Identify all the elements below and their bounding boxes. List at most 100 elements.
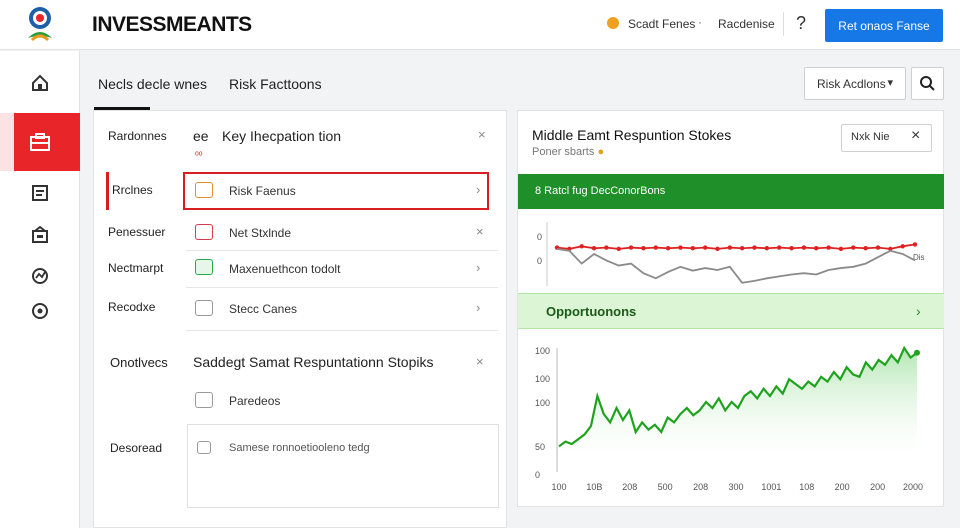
x-tick-label: 100 xyxy=(551,482,566,492)
risk-actions-dropdown[interactable]: Risk Acdlons ▾ xyxy=(804,67,906,100)
y-tick-label: 100 xyxy=(535,346,550,356)
y-tick-label: 100 xyxy=(535,374,550,384)
sidebar-item-home[interactable] xyxy=(0,63,80,103)
x-tick-label: 10B xyxy=(586,482,602,492)
chevron-right-icon[interactable]: › xyxy=(476,300,481,315)
section-label-primary: Rardonnes xyxy=(108,129,167,143)
sidebar xyxy=(0,51,80,528)
sidebar-item-settings[interactable] xyxy=(0,291,80,331)
home-icon xyxy=(32,74,48,91)
x-tick-label: 208 xyxy=(622,482,637,492)
data-point xyxy=(616,246,621,252)
note-icon xyxy=(197,441,211,454)
row-divider xyxy=(186,330,498,331)
wallet-icon xyxy=(32,225,48,243)
tab-overview[interactable]: Necls decle wnes xyxy=(98,76,207,92)
x-tick-label: 208 xyxy=(693,482,708,492)
section-title-secondary: Saddegt Samat Respuntationn Stopiks xyxy=(193,354,434,370)
y-tick-label: 0 xyxy=(535,470,540,480)
app-title: INVESSMEANTS xyxy=(92,13,252,36)
data-point xyxy=(912,242,918,247)
section-prefix: ee xyxy=(193,128,209,144)
data-point xyxy=(591,246,597,251)
data-point xyxy=(690,246,695,251)
data-point xyxy=(653,245,658,250)
close-icon[interactable]: × xyxy=(476,224,484,239)
data-point xyxy=(641,246,646,251)
opportunities-bar[interactable] xyxy=(518,293,944,329)
data-point xyxy=(777,245,782,250)
close-icon[interactable]: × xyxy=(911,127,921,144)
description-text: Samese ronnoetiooleno tedg xyxy=(229,442,370,454)
chart-header-bar xyxy=(518,174,944,209)
series-line xyxy=(558,345,918,448)
briefcase-icon xyxy=(30,133,50,151)
row-label: Recodxe xyxy=(108,300,156,314)
y-tick-label: 100 xyxy=(535,398,550,408)
selected-row-risk-factors[interactable] xyxy=(183,172,489,210)
section-note: ᵒᵒ xyxy=(195,150,203,161)
section-label-tertiary: Desoread xyxy=(110,441,163,455)
sidebar-item-analytics[interactable] xyxy=(0,255,80,295)
data-point xyxy=(863,246,868,251)
series-line xyxy=(556,243,916,250)
data-point xyxy=(888,246,893,252)
row-text: Stecc Canes xyxy=(229,302,298,316)
document-icon xyxy=(32,185,48,201)
data-point xyxy=(579,244,584,249)
header-link-primary[interactable]: Scadt Fenes xyxy=(628,17,696,31)
filter-chip[interactable] xyxy=(841,124,932,152)
data-point xyxy=(764,246,770,251)
row-text: Risk Faenus xyxy=(229,184,296,198)
app-logo-icon[interactable] xyxy=(22,4,58,44)
data-point xyxy=(752,245,757,250)
row-text: Net Stxlnde xyxy=(229,226,292,240)
chevron-right-icon[interactable]: › xyxy=(916,303,921,319)
sidebar-item-reports[interactable] xyxy=(0,173,80,213)
data-point xyxy=(702,245,708,250)
section-title: Key Ihecpation tion xyxy=(222,128,342,144)
data-point xyxy=(715,246,720,252)
line-chart: 0 0 Dis xyxy=(537,222,925,286)
search-button[interactable] xyxy=(911,67,944,100)
filter-chip-label: Nxk Nie xyxy=(851,131,890,143)
description-box xyxy=(187,424,499,508)
row-divider xyxy=(186,287,498,288)
selection-marker xyxy=(106,172,109,210)
analytics-icon xyxy=(32,268,48,284)
y-tick-label: 0 xyxy=(537,232,542,242)
chevron-right-icon[interactable]: › xyxy=(476,182,481,197)
chart-header-text: 8 Ratcl fug DecConorBons xyxy=(535,185,666,197)
chart-panel-title: Middle Eamt Respuntion Stokes xyxy=(532,127,732,143)
row-label: Nectmarpt xyxy=(108,261,164,275)
row-text: Maxenuethcon todolt xyxy=(229,262,341,276)
section-close-icon[interactable]: × xyxy=(478,127,486,142)
sidebar-item-wallet[interactable] xyxy=(0,215,80,255)
row-text: Paredeos xyxy=(229,394,281,408)
header-divider xyxy=(783,12,784,36)
opportunities-label: Opportuonons xyxy=(546,304,637,319)
close-icon[interactable]: × xyxy=(476,354,484,369)
risk-icon xyxy=(195,182,213,198)
tab-risk-factors[interactable]: Risk Facttoons xyxy=(229,76,322,92)
market-icon xyxy=(195,259,213,275)
subtitle-text: Poner sbarts xyxy=(532,146,595,158)
help-icon[interactable]: ? xyxy=(796,13,807,33)
row-divider xyxy=(186,250,498,251)
primary-action-button[interactable]: Ret onaos Fanse xyxy=(825,9,943,42)
right-axis-label: Dis xyxy=(913,253,925,262)
sidebar-item-portfolio[interactable] xyxy=(0,113,80,171)
chart-panel-subtitle: Poner sbarts ● xyxy=(532,146,604,158)
data-point xyxy=(628,245,634,250)
data-point xyxy=(801,245,807,250)
header-separator-dot: · xyxy=(698,15,702,29)
y-tick-label: 50 xyxy=(535,442,545,452)
last-data-point xyxy=(914,349,920,356)
header-link-secondary[interactable]: Racdenise xyxy=(718,17,775,31)
coin-icon xyxy=(607,17,619,29)
top-bar: INVESSMEANTS Scadt Fenes · Racdenise ? R… xyxy=(0,0,960,50)
risk-actions-label: Risk Acdlons xyxy=(817,77,886,91)
x-tick-label: 200 xyxy=(870,482,885,492)
chevron-right-icon[interactable]: › xyxy=(476,260,481,275)
target-icon xyxy=(32,303,48,319)
